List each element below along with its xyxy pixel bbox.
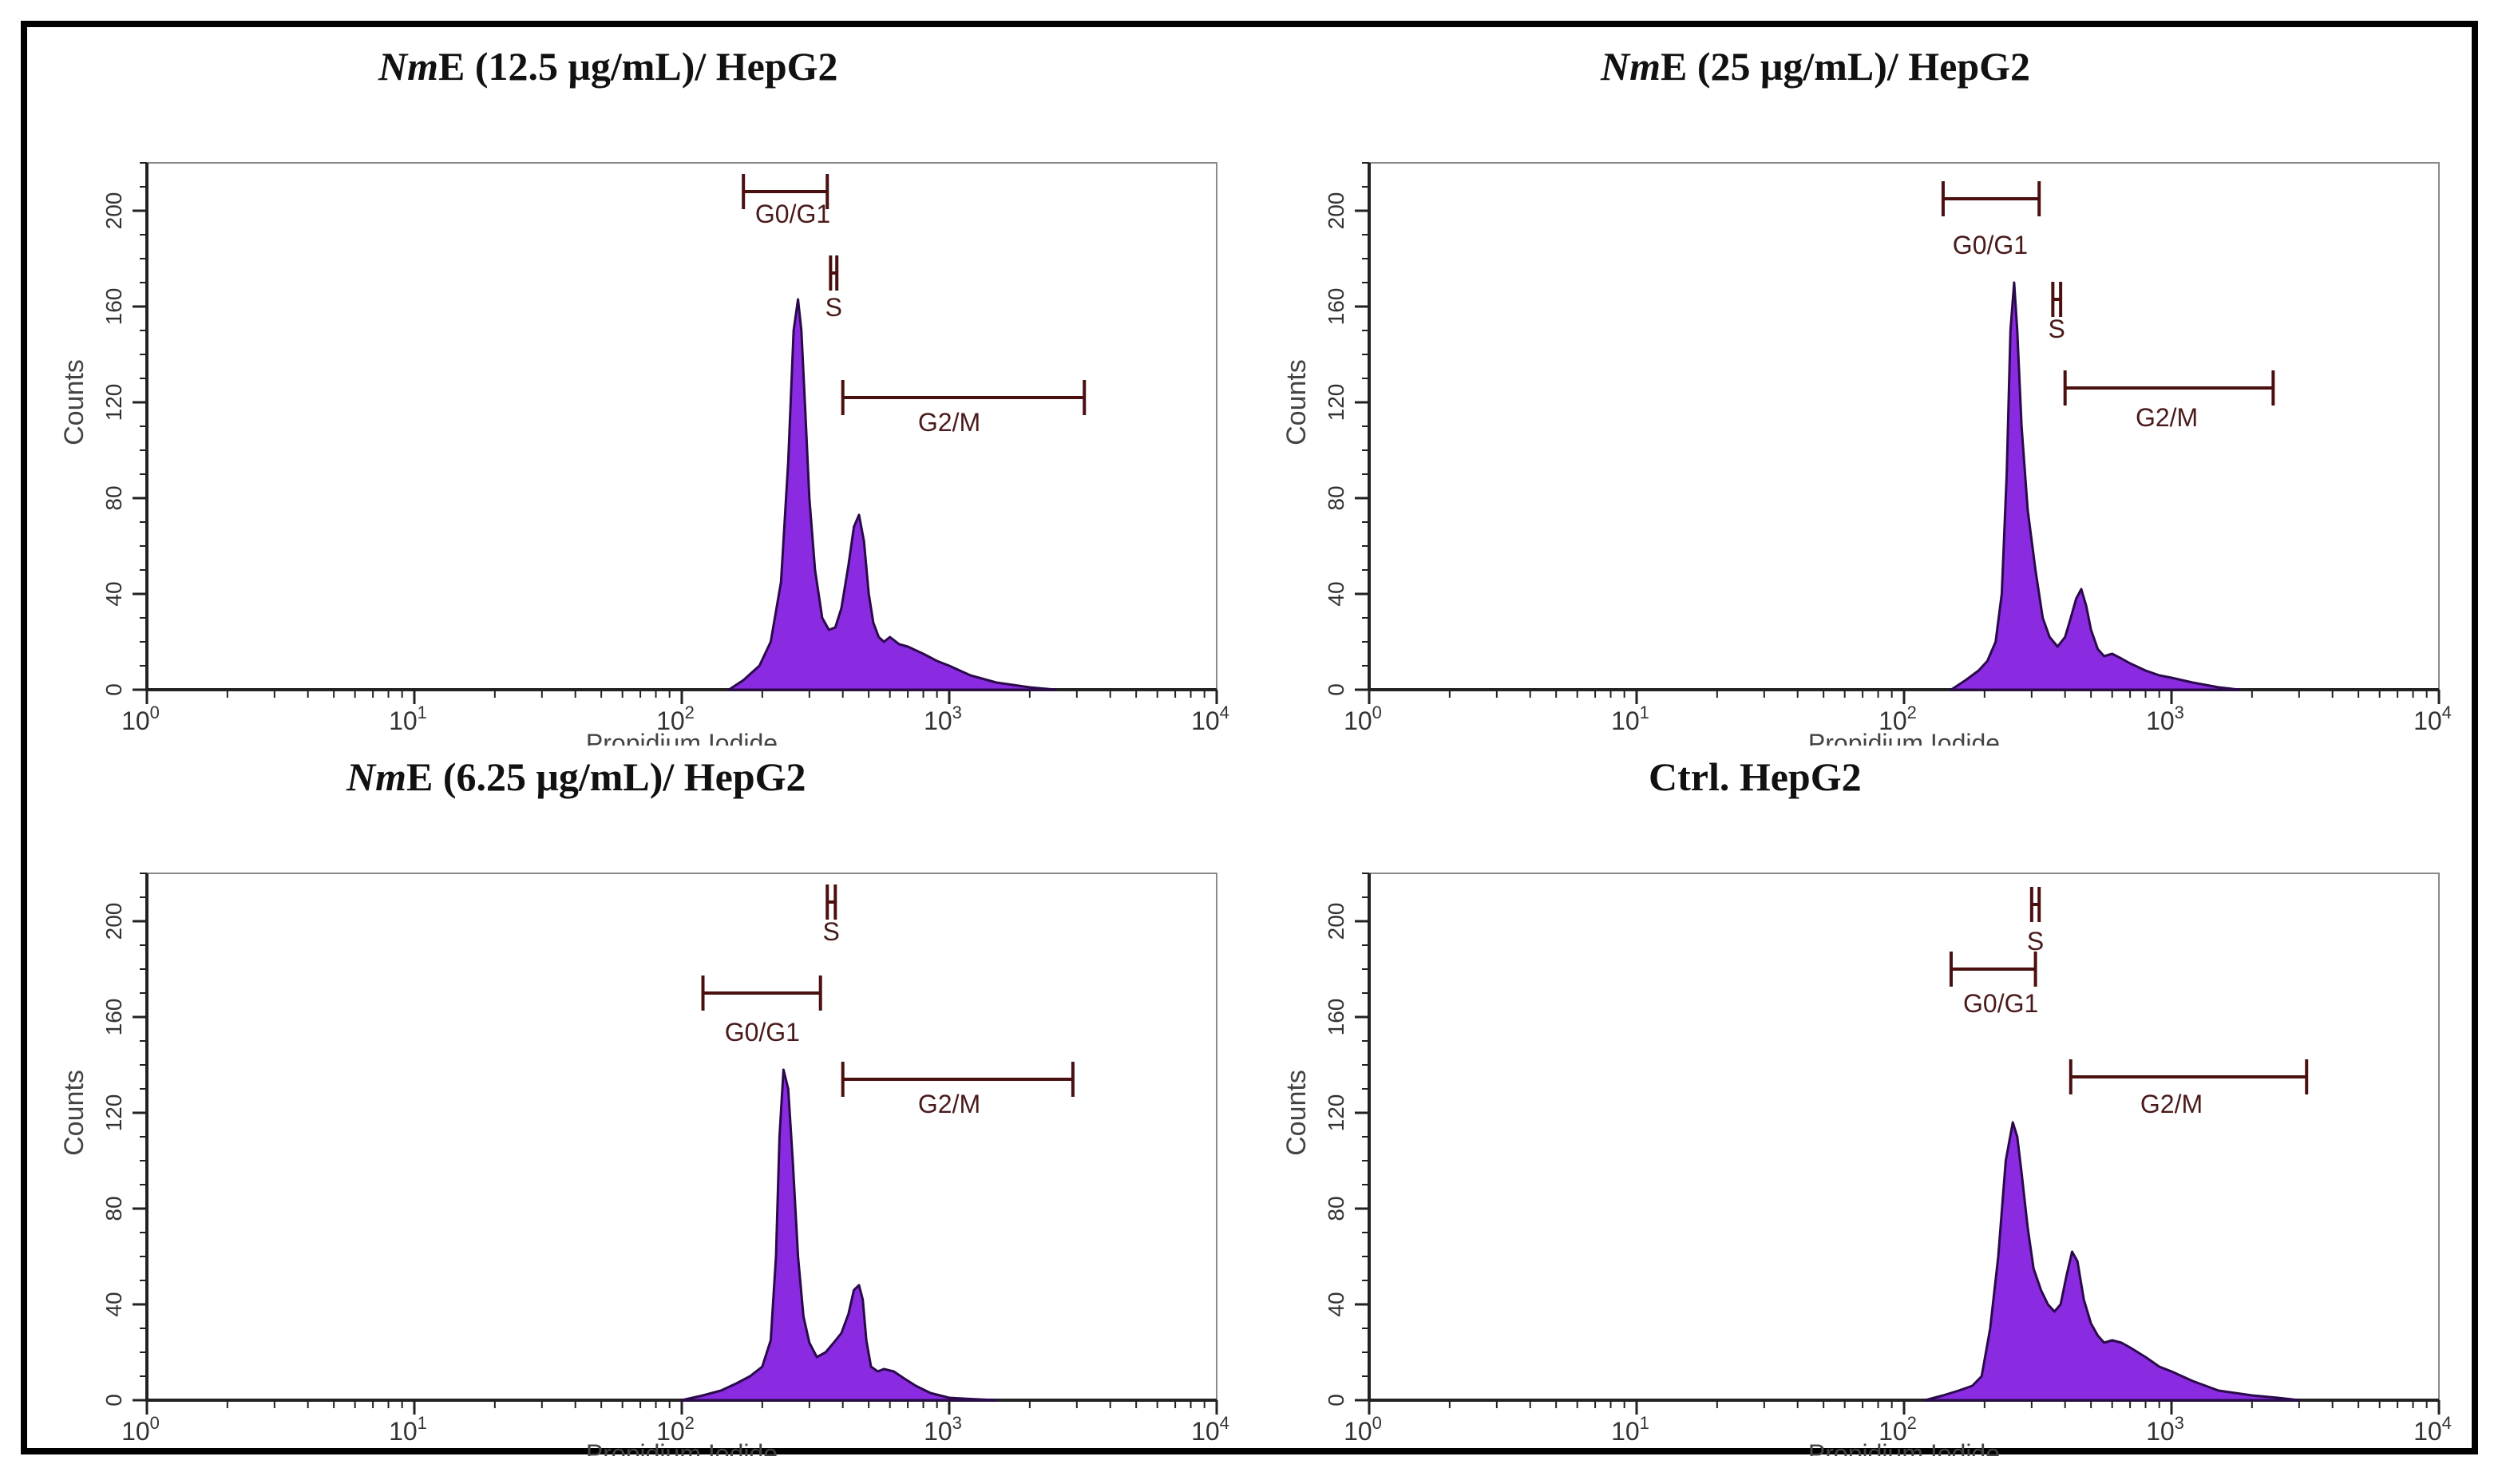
y-tick-label: 0	[101, 683, 126, 696]
gate-label: S	[825, 293, 842, 322]
histogram-area	[680, 1068, 998, 1402]
plot-frame	[1368, 162, 2440, 691]
panel-title-italic: Nm	[1601, 44, 1661, 89]
x-tick-label: 104	[2413, 702, 2452, 735]
figure-frame: NmE (12.5 μg/mL)/ HepG2 100 101 102 103 104 0…	[21, 21, 2478, 1468]
y-axis-title: Counts	[59, 1070, 89, 1156]
panel-ctrl: Ctrl. HepG2 100 101 102 103 104 0 40 80 120 160 20…	[1249, 754, 2472, 1468]
y-tick-label: 0	[1324, 683, 1348, 696]
panel-nme-25: NmE (25 μg/mL)/ HepG2 100 101 102 103 104 0 40…	[1249, 43, 2472, 758]
histogram-area	[1924, 1121, 2301, 1402]
y-tick-label: 200	[1324, 192, 1348, 230]
gate-label: G2/M	[2136, 403, 2198, 432]
x-tick-label: 102	[656, 1413, 695, 1446]
panel-title-text: E (12.5 μg/mL)/ HepG2	[438, 44, 838, 89]
x-tick-label: 100	[121, 1413, 160, 1446]
panel-title-italic: Nm	[346, 754, 406, 799]
y-tick-label: 40	[101, 1292, 126, 1316]
y-tick-label: 40	[1324, 1292, 1348, 1316]
panel-title-italic: Nm	[378, 44, 438, 89]
gate-label: G2/M	[2140, 1090, 2203, 1118]
x-axis-title: Propidium Iodide	[1808, 1439, 2000, 1456]
histogram-chart: 100 101 102 103 104 0 40 80 120 160 200 Propidium I…	[1281, 873, 2452, 1468]
gate-label: G0/G1	[755, 200, 830, 228]
y-tick-label: 160	[101, 999, 126, 1036]
gate-label: G0/G1	[725, 1018, 800, 1047]
x-tick-label: 102	[656, 702, 695, 735]
panel-title-text: E (6.25 μg/mL)/ HepG2	[406, 754, 806, 799]
y-axis-title: Counts	[59, 359, 89, 445]
y-tick-label: 40	[1324, 581, 1348, 606]
x-tick-label: 103	[2146, 1413, 2184, 1446]
y-tick-label: 80	[101, 1196, 126, 1221]
panel-title: NmE (12.5 μg/mL)/ HepG2	[378, 43, 838, 99]
x-tick-label: 104	[2413, 1413, 2452, 1446]
x-tick-label: 101	[389, 702, 427, 735]
y-tick-label: 80	[101, 485, 126, 510]
gate-label: G0/G1	[1963, 989, 2038, 1018]
y-axis-title: Counts	[1281, 359, 1312, 445]
y-tick-label: 0	[1324, 1394, 1348, 1407]
x-tick-label: 100	[1344, 1413, 1382, 1446]
x-tick-label: 102	[1879, 1413, 1917, 1446]
y-tick-label: 40	[101, 581, 126, 606]
x-tick-label: 101	[1611, 1413, 1649, 1446]
histogram-chart: 100 101 102 103 104 0 40 80 120 160 200 Propidium I…	[59, 873, 1229, 1468]
y-tick-label: 80	[1324, 1196, 1348, 1221]
y-tick-label: 160	[1324, 999, 1348, 1036]
x-axis-title: Propidium Iodide	[586, 1439, 778, 1456]
y-tick-label: 120	[1324, 1094, 1348, 1132]
y-tick-label: 0	[101, 1394, 126, 1407]
x-tick-label: 100	[121, 702, 160, 735]
y-tick-label: 120	[101, 384, 126, 421]
histogram-area	[1950, 281, 2242, 691]
plot-frame	[146, 873, 1217, 1401]
panel-title-text: Ctrl. HepG2	[1649, 754, 1862, 799]
gate-label: S	[2048, 315, 2065, 343]
y-tick-label: 160	[1324, 288, 1348, 326]
x-axis-title: Propidium Iodide	[1808, 729, 2000, 746]
histogram-chart: 100 101 102 103 104 0 40 80 120 160 200 Propidium I…	[1281, 162, 2452, 758]
panel-title: Ctrl. HepG2	[1649, 754, 1968, 809]
panel-title: NmE (25 μg/mL)/ HepG2	[1601, 43, 2030, 99]
gate-label: S	[2027, 927, 2044, 956]
panel-nme-6-25: NmE (6.25 μg/mL)/ HepG2 100 101 102 103 104 0…	[27, 754, 1249, 1468]
x-tick-label: 103	[924, 1413, 962, 1446]
x-tick-label: 101	[389, 1413, 427, 1446]
x-tick-label: 103	[924, 702, 962, 735]
x-axis-title: Propidium Iodide	[586, 729, 778, 746]
y-tick-label: 120	[101, 1094, 126, 1132]
y-tick-label: 160	[101, 288, 126, 326]
y-tick-label: 200	[101, 192, 126, 230]
histogram-chart: 100 101 102 103 104 0 40 80 120 160 200 Propidium I…	[59, 162, 1229, 758]
x-tick-label: 102	[1879, 702, 1917, 735]
gate-label: G2/M	[918, 1090, 980, 1118]
gate-label: G0/G1	[1953, 231, 2028, 259]
x-tick-label: 100	[1344, 702, 1382, 735]
y-axis-title: Counts	[1281, 1070, 1312, 1156]
y-tick-label: 80	[1324, 485, 1348, 510]
y-tick-label: 120	[1324, 384, 1348, 421]
gate-label: G2/M	[918, 408, 980, 437]
plot-frame	[1368, 873, 2440, 1401]
y-tick-label: 200	[101, 903, 126, 940]
x-tick-label: 104	[1191, 702, 1229, 735]
y-tick-label: 200	[1324, 903, 1348, 940]
panel-nme-12-5: NmE (12.5 μg/mL)/ HepG2 100 101 102 103 104 0…	[27, 43, 1249, 758]
gate-label: S	[822, 917, 839, 946]
x-tick-label: 104	[1191, 1413, 1229, 1446]
x-tick-label: 101	[1611, 702, 1649, 735]
panel-title-text: E (25 μg/mL)/ HepG2	[1661, 44, 2031, 89]
panel-title: NmE (6.25 μg/mL)/ HepG2	[346, 754, 806, 809]
plot-frame	[146, 162, 1217, 691]
histogram-area	[727, 298, 1057, 691]
x-tick-label: 103	[2146, 702, 2184, 735]
